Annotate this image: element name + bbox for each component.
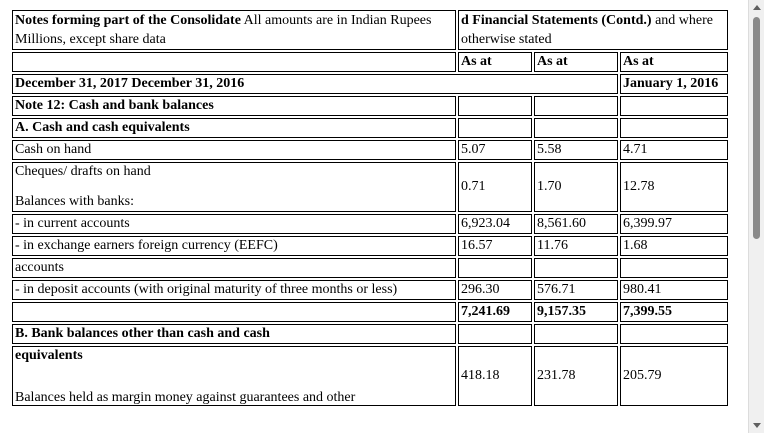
value-cell: 6,399.97 xyxy=(620,214,728,234)
total-cell: 7,241.69 xyxy=(458,302,532,322)
value-cell: 980.41 xyxy=(620,280,728,300)
row-label: accounts xyxy=(12,258,456,278)
note-title-row: Note 12: Cash and bank balances xyxy=(12,96,728,116)
empty-cell xyxy=(534,324,618,344)
balances-with-banks-label: Balances with banks: xyxy=(15,194,134,209)
value-cell: 16.57 xyxy=(458,236,532,256)
as-at-col3: As at xyxy=(620,52,728,72)
financial-table: Notes forming part of the Consolidate Al… xyxy=(10,8,730,408)
value-cell: 0.71 xyxy=(458,162,532,212)
value-cell: 1.70 xyxy=(534,162,618,212)
scroll-thumb[interactable] xyxy=(753,17,760,239)
value-cell: 1.68 xyxy=(620,236,728,256)
empty-cell xyxy=(12,302,456,322)
empty-cell xyxy=(534,118,618,138)
scroll-down-arrow-icon[interactable] xyxy=(749,418,764,433)
total-cell: 7,399.55 xyxy=(620,302,728,322)
dates-row: December 31, 2017 December 31, 2016 Janu… xyxy=(12,74,728,94)
value-cell: 12.78 xyxy=(620,162,728,212)
empty-cell xyxy=(12,52,456,72)
section-b-title-row: B. Bank balances other than cash and cas… xyxy=(12,324,728,344)
as-at-row: As at As at As at xyxy=(12,52,728,72)
section-a-title-row: A. Cash and cash equivalents xyxy=(12,118,728,138)
section-b-title: B. Bank balances other than cash and cas… xyxy=(12,324,456,344)
value-cell: 418.18 xyxy=(458,346,532,406)
value-cell: 8,561.60 xyxy=(534,214,618,234)
value-cell: 5.07 xyxy=(458,140,532,160)
total-cell: 9,157.35 xyxy=(534,302,618,322)
header-left-text: All amounts are in Indian Rupees Million… xyxy=(15,13,432,47)
table-row: - in exchange earners foreign currency (… xyxy=(12,236,728,256)
empty-cell xyxy=(620,258,728,278)
dates-left: December 31, 2017 December 31, 2016 xyxy=(12,74,618,94)
empty-cell xyxy=(534,96,618,116)
row-label: - in current accounts xyxy=(12,214,456,234)
value-cell: 11.76 xyxy=(534,236,618,256)
value-cell: 205.79 xyxy=(620,346,728,406)
margin-money-label: Balances held as margin money against gu… xyxy=(15,390,356,405)
empty-cell xyxy=(620,324,728,344)
section-b-title-cont: equivalents xyxy=(15,348,83,363)
scroll-up-arrow-icon[interactable] xyxy=(749,0,764,15)
table-row: accounts xyxy=(12,258,728,278)
row-label: - in deposit accounts (with original mat… xyxy=(12,280,456,300)
table-row: - in deposit accounts (with original mat… xyxy=(12,280,728,300)
value-cell: 296.30 xyxy=(458,280,532,300)
total-row: 7,241.69 9,157.35 7,399.55 xyxy=(12,302,728,322)
vertical-scrollbar[interactable] xyxy=(748,0,764,433)
empty-cell xyxy=(534,258,618,278)
header-row: Notes forming part of the Consolidate Al… xyxy=(12,10,728,50)
header-right-text: and where otherwise stated xyxy=(461,13,713,47)
value-cell: 5.58 xyxy=(534,140,618,160)
as-at-col2: As at xyxy=(534,52,618,72)
value-cell: 4.71 xyxy=(620,140,728,160)
empty-cell xyxy=(620,118,728,138)
row-label: equivalents Balances held as margin mone… xyxy=(12,346,456,406)
table-row: Cheques/ drafts on hand Balances with ba… xyxy=(12,162,728,212)
table-row: - in current accounts 6,923.04 8,561.60 … xyxy=(12,214,728,234)
value-cell: 231.78 xyxy=(534,346,618,406)
empty-cell xyxy=(620,96,728,116)
empty-cell xyxy=(458,96,532,116)
section-a-title: A. Cash and cash equivalents xyxy=(12,118,456,138)
cheques-label: Cheques/ drafts on hand xyxy=(15,164,151,179)
row-label: - in exchange earners foreign currency (… xyxy=(12,236,456,256)
empty-cell xyxy=(458,258,532,278)
note-title: Note 12: Cash and bank balances xyxy=(12,96,456,116)
date-right: January 1, 2016 xyxy=(620,74,728,94)
row-label: Cash on hand xyxy=(12,140,456,160)
empty-cell xyxy=(458,324,532,344)
header-right-bold: d Financial Statements (Contd.) xyxy=(461,13,652,28)
table-row: Cash on hand 5.07 5.58 4.71 xyxy=(12,140,728,160)
empty-cell xyxy=(458,118,532,138)
header-left: Notes forming part of the Consolidate Al… xyxy=(12,10,456,50)
value-cell: 576.71 xyxy=(534,280,618,300)
table-row: equivalents Balances held as margin mone… xyxy=(12,346,728,406)
value-cell: 6,923.04 xyxy=(458,214,532,234)
header-left-bold: Notes forming part of the Consolidate xyxy=(15,13,241,28)
row-label: Cheques/ drafts on hand Balances with ba… xyxy=(12,162,456,212)
header-right: d Financial Statements (Contd.) and wher… xyxy=(458,10,728,50)
as-at-col1: As at xyxy=(458,52,532,72)
